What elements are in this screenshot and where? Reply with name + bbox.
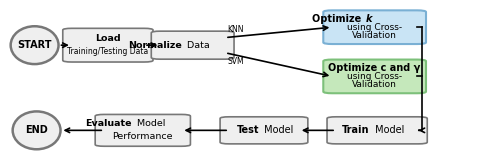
Text: using Cross-: using Cross-: [347, 72, 402, 81]
Text: Model: Model: [134, 119, 165, 128]
Text: Performance: Performance: [112, 132, 173, 141]
Text: using Cross-: using Cross-: [347, 23, 402, 32]
Text: Test: Test: [236, 125, 259, 135]
Text: Normalize: Normalize: [128, 41, 182, 50]
Ellipse shape: [12, 111, 60, 149]
FancyBboxPatch shape: [220, 117, 308, 144]
Text: Optimize c and γ: Optimize c and γ: [328, 63, 421, 73]
Text: Model: Model: [261, 125, 294, 135]
Text: SVM: SVM: [228, 56, 244, 65]
Text: START: START: [18, 40, 52, 50]
Text: Load: Load: [95, 34, 120, 43]
Text: Evaluate: Evaluate: [86, 119, 132, 128]
FancyBboxPatch shape: [63, 28, 153, 62]
Text: Model: Model: [372, 125, 404, 135]
Text: Validation: Validation: [352, 80, 397, 89]
FancyBboxPatch shape: [152, 31, 234, 59]
Ellipse shape: [10, 26, 58, 64]
FancyBboxPatch shape: [324, 60, 426, 93]
Text: KNN: KNN: [228, 25, 244, 34]
Text: k: k: [366, 14, 372, 24]
FancyBboxPatch shape: [95, 114, 190, 146]
Text: Optimize: Optimize: [312, 14, 364, 24]
Text: END: END: [25, 125, 48, 135]
Text: Validation: Validation: [352, 31, 397, 40]
Text: Data: Data: [184, 41, 210, 50]
FancyBboxPatch shape: [327, 117, 428, 144]
FancyBboxPatch shape: [324, 10, 426, 44]
Text: Training/Testing Data: Training/Testing Data: [68, 47, 148, 56]
Text: Train: Train: [342, 125, 369, 135]
